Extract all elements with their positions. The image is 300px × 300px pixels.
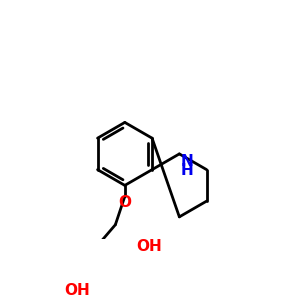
Text: OH: OH — [136, 239, 162, 254]
Text: O: O — [118, 195, 131, 210]
Text: N: N — [181, 154, 194, 169]
Text: OH: OH — [65, 283, 91, 298]
Text: H: H — [181, 163, 194, 178]
